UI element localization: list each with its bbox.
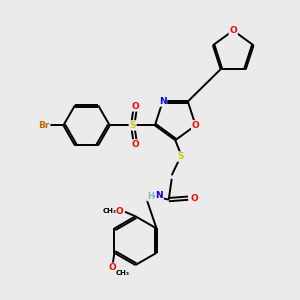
Text: O: O bbox=[131, 102, 139, 111]
Text: CH₃: CH₃ bbox=[103, 208, 117, 214]
Text: O: O bbox=[109, 263, 117, 272]
Text: N: N bbox=[155, 191, 163, 200]
Text: H: H bbox=[147, 192, 154, 201]
Text: O: O bbox=[192, 121, 200, 130]
Text: O: O bbox=[131, 140, 139, 149]
Text: CH₃: CH₃ bbox=[116, 270, 129, 276]
Text: S: S bbox=[177, 152, 184, 161]
Text: N: N bbox=[159, 97, 166, 106]
Text: O: O bbox=[190, 194, 198, 203]
Text: O: O bbox=[115, 207, 123, 216]
Text: S: S bbox=[129, 121, 136, 130]
Text: O: O bbox=[229, 26, 237, 35]
Text: Br: Br bbox=[38, 121, 50, 130]
